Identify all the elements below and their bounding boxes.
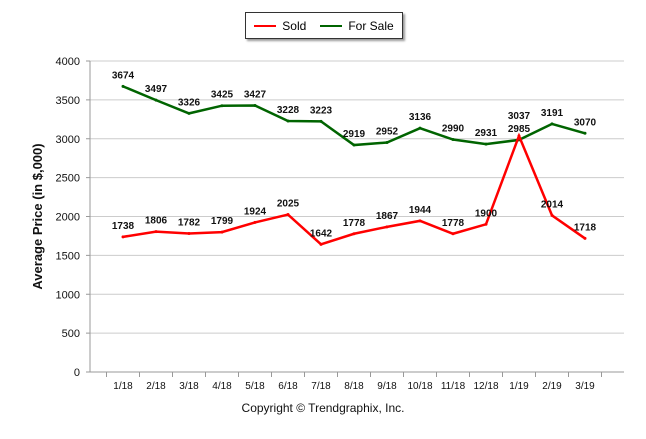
x-tick-label: 10/18 [407,381,432,392]
data-label-for-sale: 3425 [211,90,234,101]
data-point-for-sale [319,119,323,123]
y-tick-label: 2000 [56,212,80,224]
x-tick-label: 9/18 [377,381,397,392]
data-label-sold: 1924 [244,206,267,217]
legend-label-sold: Sold [282,18,307,33]
x-tick-label: 4/18 [212,381,232,392]
data-label-for-sale: 3223 [310,105,333,116]
legend: Sold For Sale [245,12,403,39]
x-tick-label: 11/18 [441,381,466,392]
data-point-sold [418,219,422,223]
data-point-sold [319,242,323,246]
data-point-sold [352,232,356,236]
data-label-sold: 1782 [178,217,201,228]
y-tick-label: 2500 [56,173,80,185]
data-label-for-sale: 3427 [244,90,267,101]
x-tick-label: 1/18 [113,381,133,392]
y-tick-label: 3000 [56,134,80,146]
data-point-for-sale [451,138,455,142]
data-label-for-sale: 2952 [376,126,399,137]
x-tick-label: 8/18 [344,381,364,392]
x-tick-label: 5/18 [245,381,265,392]
data-label-for-sale: 3228 [277,105,300,116]
data-point-sold [385,225,389,229]
legend-item-sold[interactable]: Sold [254,19,306,33]
y-axis-label: Average Price (in $,000) [30,143,45,289]
data-point-for-sale [154,98,158,102]
x-tick-label: 2/18 [146,381,166,392]
data-label-sold: 1867 [376,211,399,222]
data-label-sold: 3037 [508,111,531,122]
y-tick-label: 0 [74,367,80,379]
data-point-for-sale [187,111,191,115]
data-point-sold [187,231,191,235]
y-tick-label: 1000 [56,289,80,301]
legend-swatch-for-sale [320,24,343,27]
data-point-for-sale [385,140,389,144]
data-label-for-sale: 3326 [178,97,201,108]
legend-item-for-sale[interactable]: For Sale [320,18,394,33]
data-label-for-sale: 3070 [574,117,597,128]
data-point-for-sale [583,131,587,135]
data-label-sold: 1778 [343,218,366,229]
data-point-for-sale [418,126,422,130]
data-label-for-sale: 2919 [343,129,366,140]
data-point-sold [517,134,521,138]
data-point-for-sale [286,119,290,123]
data-label-for-sale: 3136 [409,112,432,123]
data-label-sold: 1806 [145,216,168,227]
data-point-sold [121,235,125,239]
data-label-sold: 1944 [409,205,432,216]
x-tick-label: 2/19 [542,381,562,392]
data-point-sold [154,230,158,234]
data-label-sold: 1718 [574,222,597,233]
legend-swatch-sold [254,24,277,27]
data-point-sold [451,232,455,236]
data-label-sold: 1642 [310,228,333,239]
data-label-for-sale: 3191 [541,108,564,119]
x-tick-label: 3/18 [179,381,199,392]
data-point-for-sale [484,142,488,146]
x-tick-label: 3/19 [575,381,595,392]
data-label-for-sale: 2931 [475,128,498,139]
data-label-sold: 1799 [211,216,234,227]
data-label-sold: 1900 [475,208,498,219]
data-label-sold: 2014 [541,199,564,210]
x-tick-label: 7/18 [311,381,331,392]
data-point-for-sale [352,143,356,147]
data-label-for-sale: 3674 [112,70,135,81]
data-point-for-sale [220,104,224,108]
data-label-for-sale: 3497 [145,84,168,95]
x-tick-label: 1/19 [509,381,529,392]
y-tick-label: 4000 [56,56,80,68]
y-tick-label: 500 [62,328,80,340]
legend-label-for-sale: For Sale [348,18,394,33]
data-label-for-sale: 2985 [508,124,531,135]
data-label-sold: 1778 [442,218,465,229]
data-label-for-sale: 2990 [442,124,465,135]
data-point-sold [253,220,257,224]
x-tick-label: 12/18 [473,381,498,392]
data-point-sold [286,213,290,217]
x-tick-label: 6/18 [278,381,298,392]
data-point-for-sale [253,104,257,108]
data-point-sold [550,213,554,217]
copyright: Copyright © Trendgraphix, Inc. [241,401,405,415]
data-point-for-sale [121,84,125,88]
data-point-sold [220,230,224,234]
y-tick-label: 1500 [56,250,80,262]
data-label-sold: 1738 [112,221,135,232]
data-point-sold [583,236,587,240]
data-label-sold: 2025 [277,199,300,210]
data-point-sold [484,222,488,226]
y-tick-label: 3500 [56,95,80,107]
data-point-for-sale [550,122,554,126]
